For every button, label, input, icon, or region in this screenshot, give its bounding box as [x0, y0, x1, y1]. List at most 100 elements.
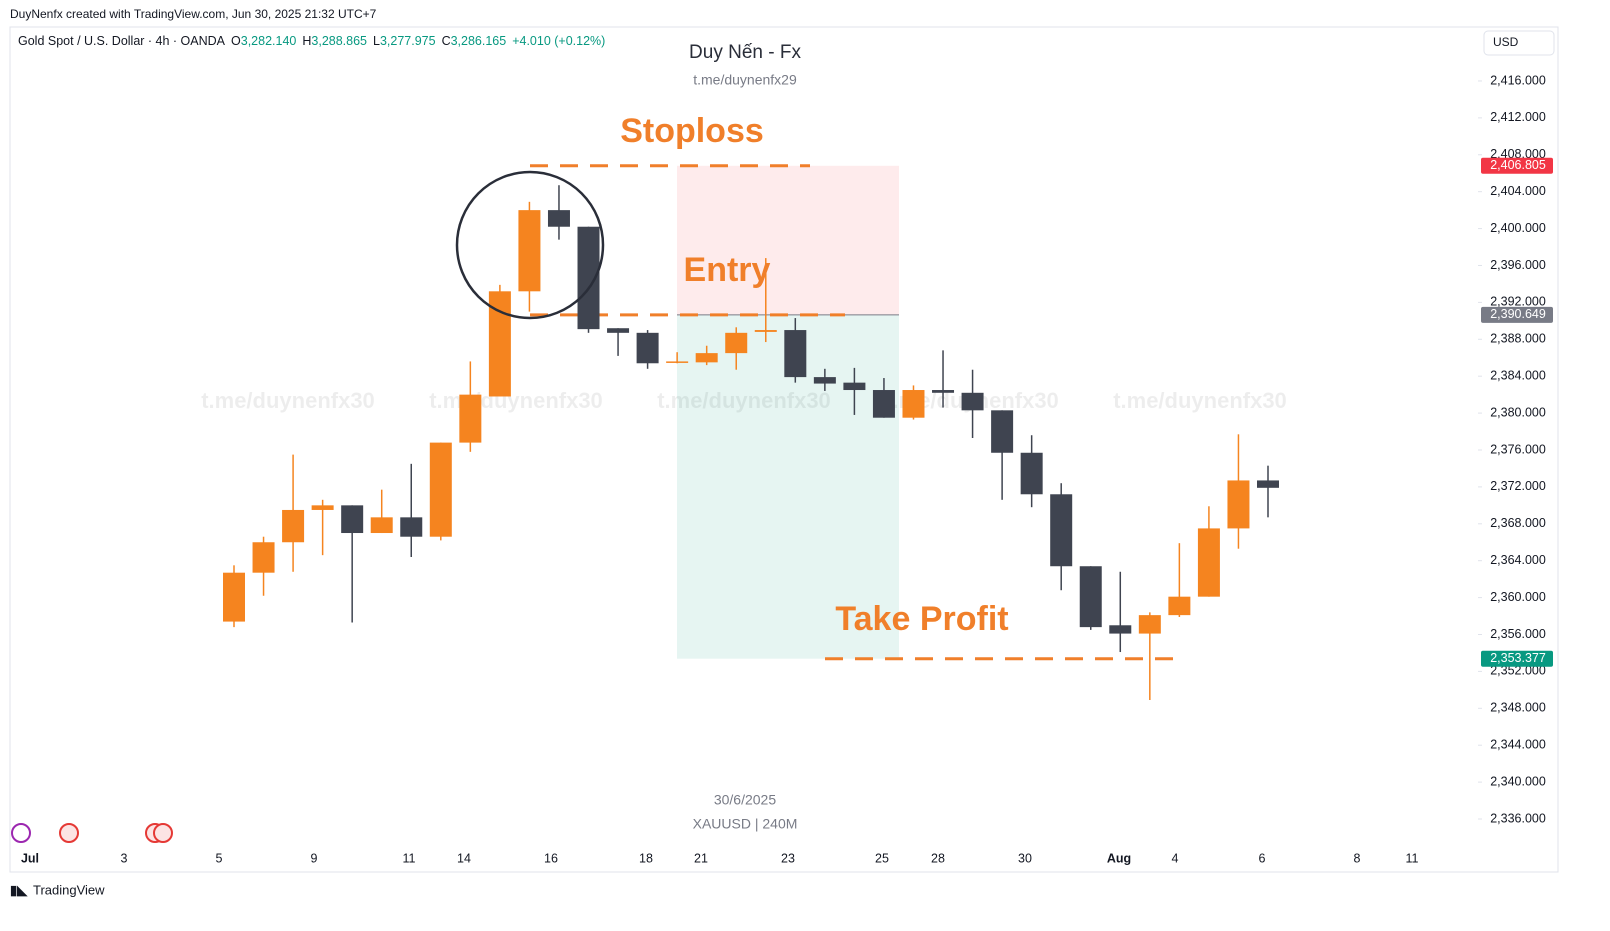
x-tick-label: 8: [1354, 851, 1361, 865]
candle-body: [488, 291, 511, 397]
price-tag-label: 2,390.649: [1490, 307, 1546, 321]
candle-body: [1050, 494, 1073, 567]
candle-body: [577, 226, 600, 330]
candle-body: [666, 361, 689, 363]
candle-body: [1197, 528, 1220, 597]
currency: USD: [1493, 35, 1519, 49]
change: +4.010 (+0.12%): [512, 34, 605, 48]
annotation: Take Profit: [835, 600, 1008, 638]
footer-date: 30/6/2025: [714, 792, 776, 808]
y-tick-label: 2,352.000: [1490, 664, 1546, 678]
h-label: H: [302, 34, 311, 48]
candle-body: [961, 392, 984, 411]
legend: Gold Spot / U.S. Dollar · 4h · OANDA O3,2…: [18, 34, 605, 48]
watermark: t.me/duynenfx30: [201, 388, 375, 413]
footer-symbol: XAUUSD | 240M: [693, 816, 798, 832]
annotation: Entry: [684, 251, 771, 289]
symbol: Gold Spot / U.S. Dollar · 4h · OANDA: [18, 34, 226, 48]
l-label: L: [373, 34, 380, 48]
candle-body: [607, 328, 630, 333]
y-tick-label: 2,388.000: [1490, 332, 1546, 346]
x-tick-label: 28: [931, 851, 945, 865]
candle-body: [1020, 452, 1043, 495]
o: 3,282.140: [241, 34, 297, 48]
candle-body: [725, 332, 748, 354]
y-tick-label: 2,396.000: [1490, 258, 1546, 272]
flag-icon[interactable]: [59, 823, 79, 843]
candle-body: [843, 382, 866, 391]
stop-zone: [677, 165, 899, 315]
chart-subtitle: t.me/duynenfx29: [693, 72, 797, 88]
price-tag: [1481, 157, 1553, 174]
frame: [9, 26, 1559, 873]
c: 3,286.165: [451, 34, 507, 48]
y-tick-label: 2,376.000: [1490, 442, 1546, 456]
candle-body: [991, 410, 1014, 453]
highlight-circle: [455, 170, 605, 320]
candle-body: [1227, 480, 1250, 529]
candle-body: [1257, 480, 1279, 488]
annotation: Stoploss: [620, 112, 764, 150]
price-tag-label: 2,406.805: [1490, 158, 1546, 172]
x-tick-label: 9: [311, 851, 318, 865]
x-tick-label: 18: [639, 851, 653, 865]
watermark: t.me/duynenfx30: [429, 388, 603, 413]
x-tick-label: 25: [875, 851, 889, 865]
candle-body: [400, 517, 423, 537]
x-tick-label: 23: [781, 851, 795, 865]
candle-body: [311, 505, 334, 510]
candle-body: [784, 330, 807, 378]
candle-body: [1079, 566, 1102, 628]
credit: DuyNenfx created with TradingView.com, J…: [10, 7, 377, 21]
candle-body: [636, 332, 659, 364]
y-tick-label: 2,384.000: [1490, 368, 1546, 382]
watermark: t.me/duynenfx30: [1113, 388, 1287, 413]
o-label: O: [231, 34, 241, 48]
y-tick-label: 2,380.000: [1490, 405, 1546, 419]
candle-body: [370, 517, 393, 534]
x-tick-label: 6: [1259, 851, 1266, 865]
candle-body: [252, 542, 275, 573]
y-tick-label: 2,360.000: [1490, 590, 1546, 604]
candle-body: [223, 572, 245, 622]
y-tick-label: 2,356.000: [1490, 627, 1546, 641]
y-tick-label: 2,336.000: [1490, 811, 1546, 825]
candle-body: [872, 390, 895, 418]
x-tick-label: 4: [1172, 851, 1179, 865]
x-tick-label: 16: [544, 851, 558, 865]
y-tick-label: 2,392.000: [1490, 295, 1546, 309]
x-tick-label: 11: [403, 851, 416, 865]
x-tick-label: Jul: [21, 851, 39, 865]
candle-body: [932, 390, 955, 393]
y-tick-label: 2,400.000: [1490, 221, 1546, 235]
y-tick-label: 2,404.000: [1490, 184, 1546, 198]
x-tick-label: 11: [1406, 851, 1419, 865]
candle-body: [1168, 596, 1191, 616]
candle-body: [754, 330, 777, 332]
candle-body: [282, 509, 305, 543]
x-tick-label: 3: [121, 851, 128, 865]
y-tick-label: 2,416.000: [1490, 73, 1546, 87]
currency-button[interactable]: [1483, 30, 1555, 56]
x-tick-label: 21: [694, 851, 708, 865]
candle-body: [902, 390, 925, 418]
watermark: t.me/duynenfx30: [657, 388, 831, 413]
candle-body: [1138, 615, 1161, 634]
candle-body: [813, 377, 836, 384]
x-tick-label: 5: [216, 851, 223, 865]
y-tick-label: 2,408.000: [1490, 147, 1546, 161]
candle-body: [518, 210, 541, 292]
candle-body: [459, 394, 482, 443]
events-icon[interactable]: [11, 823, 31, 843]
brand: TradingView: [33, 882, 105, 897]
price-tag: [1481, 650, 1553, 667]
candle-body: [1109, 625, 1132, 634]
y-tick-label: 2,372.000: [1490, 479, 1546, 493]
candle-body: [695, 353, 718, 363]
price-tag: [1481, 306, 1553, 323]
flag-icon[interactable]: [153, 823, 173, 843]
y-tick-label: 2,344.000: [1490, 738, 1546, 752]
price-tag-label: 2,353.377: [1490, 651, 1546, 665]
